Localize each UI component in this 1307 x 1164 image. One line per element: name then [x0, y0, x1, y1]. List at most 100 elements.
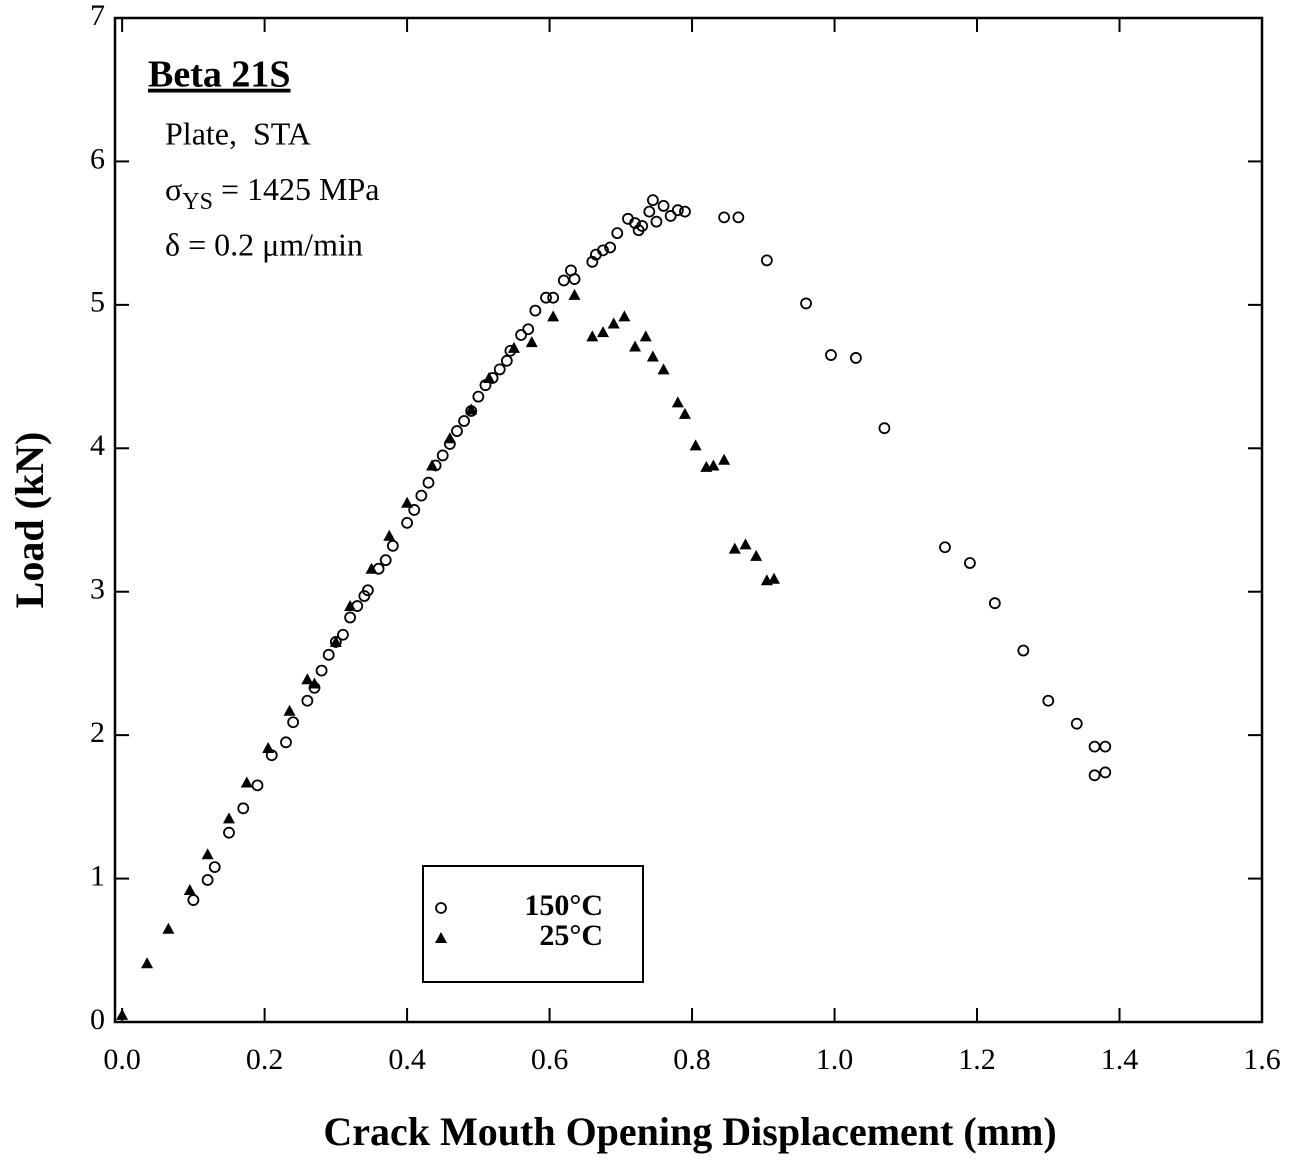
y-axis-label: Load (kN): [7, 432, 52, 609]
x-axis-label: Crack Mouth Opening Displacement (mm): [323, 1109, 1056, 1154]
circle-marker: [251, 779, 264, 792]
x-tick-label: 0.4: [388, 1043, 426, 1076]
triangle-marker: [639, 330, 652, 342]
triangle-marker: [262, 742, 275, 754]
circle-marker: [800, 297, 812, 310]
circle-marker: [964, 557, 976, 569]
circle-marker: [408, 504, 421, 516]
annotation-yield-symbol: σ: [165, 171, 182, 207]
circle-marker: [760, 254, 773, 267]
triangle-marker: [671, 396, 684, 408]
y-tick-label: 3: [90, 573, 105, 606]
circle-marker: [315, 664, 328, 677]
annotation-yield: σYS = 1425 MPa: [165, 171, 379, 214]
circle-marker: [287, 716, 300, 729]
plot-frame: [113, 16, 1264, 1024]
triangle-marker: [116, 1008, 129, 1020]
circle-marker: [878, 422, 891, 435]
annotation-yield-sub: YS: [182, 189, 213, 215]
x-tick-label: 0.2: [246, 1043, 284, 1076]
triangle-marker: [201, 848, 214, 860]
triangle-marker: [240, 776, 253, 788]
circle-marker: [643, 205, 656, 218]
circle-marker: [358, 590, 371, 602]
circle-marker: [436, 449, 449, 462]
triangle-marker: [739, 538, 752, 550]
circle-marker: [379, 554, 392, 567]
circle-marker: [1070, 717, 1083, 730]
circle-marker: [237, 802, 250, 815]
y-tick-label: 0: [90, 1003, 105, 1036]
circle-marker: [401, 516, 413, 529]
circle-marker: [939, 541, 951, 554]
circle-marker: [280, 736, 292, 749]
circle-marker: [435, 902, 447, 914]
x-tick-label: 1.6: [1243, 1043, 1281, 1076]
triangle-marker: [689, 439, 702, 451]
triangle-marker: [657, 363, 670, 375]
circle-marker: [557, 274, 570, 287]
triangle-marker: [401, 496, 414, 508]
triangle-marker: [162, 922, 175, 934]
triangle-marker: [728, 542, 741, 554]
circle-marker: [825, 349, 837, 361]
circle-marker: [362, 584, 374, 597]
triangle-marker: [465, 403, 478, 415]
triangle-marker: [301, 673, 314, 685]
triangle-marker: [568, 288, 581, 300]
circle-marker: [322, 648, 335, 661]
triangle-marker: [646, 350, 659, 362]
circle-marker: [1099, 766, 1112, 779]
y-tick-label: 1: [90, 859, 105, 892]
triangle-marker: [767, 572, 780, 584]
legend-label: 150°C: [524, 889, 603, 922]
triangle-marker: [308, 677, 321, 689]
triangle-marker: [222, 812, 235, 824]
x-tick-label: 0.0: [103, 1043, 141, 1076]
circle-marker: [664, 210, 677, 222]
triangle-marker: [443, 432, 456, 444]
circle-marker: [850, 352, 862, 364]
circle-marker: [337, 628, 349, 641]
triangle-marker: [283, 704, 296, 716]
circle-marker: [604, 241, 617, 254]
annotation-yield-value: = 1425 MPa: [213, 171, 380, 207]
triangle-marker: [507, 341, 520, 353]
circle-marker: [568, 273, 581, 285]
circle-marker: [540, 291, 552, 304]
y-tick-label: 5: [90, 286, 105, 319]
circle-marker: [1088, 769, 1101, 782]
circle-marker: [611, 227, 624, 240]
triangle-marker: [141, 957, 154, 969]
triangle-marker: [547, 310, 560, 322]
circle-marker: [208, 861, 221, 873]
triangle-marker: [435, 932, 447, 943]
triangle-marker: [426, 459, 439, 471]
triangle-marker: [365, 562, 378, 574]
annotation-rate: δ = 0.2 μm/min: [165, 226, 363, 262]
circle-marker: [500, 354, 513, 367]
circle-marker: [522, 323, 535, 336]
y-tick-label: 2: [90, 716, 105, 749]
circle-marker: [597, 244, 609, 257]
circle-marker: [187, 894, 200, 906]
circle-marker: [732, 211, 745, 224]
circle-marker: [657, 199, 670, 212]
circle-marker: [458, 415, 470, 427]
y-tick-label: 7: [90, 0, 105, 32]
triangle-marker: [383, 529, 396, 541]
triangle-marker: [597, 326, 610, 338]
x-tick-label: 0.6: [531, 1043, 569, 1076]
circle-marker: [386, 539, 399, 552]
circle-marker: [493, 363, 506, 376]
x-tick-label: 1.4: [1101, 1043, 1139, 1076]
circle-marker: [422, 476, 435, 489]
x-tick-label: 0.8: [673, 1043, 711, 1076]
circle-marker: [718, 211, 731, 224]
circle-marker: [586, 255, 599, 268]
circle-marker: [201, 874, 214, 886]
circle-marker: [650, 215, 663, 228]
circle-marker: [415, 489, 428, 502]
circle-marker: [451, 425, 463, 437]
circle-marker: [1099, 740, 1112, 753]
